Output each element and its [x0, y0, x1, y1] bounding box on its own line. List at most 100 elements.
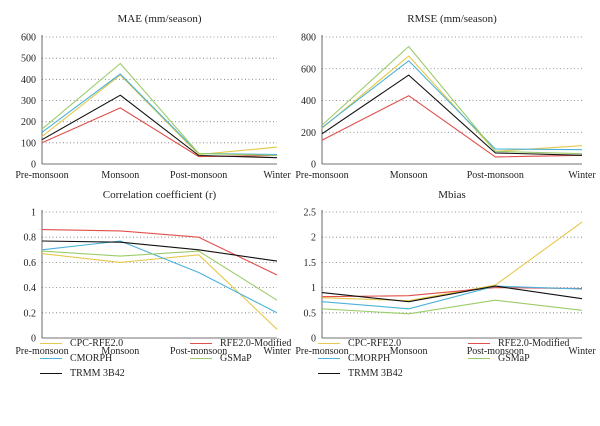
- legend-label: RFE2.0-Modified: [220, 338, 292, 349]
- legend-swatch: [190, 358, 212, 359]
- legend-label: GSMaP: [220, 353, 252, 364]
- x-tick-label: Winter: [263, 346, 291, 357]
- legend-item: GSMaP: [468, 353, 530, 364]
- y-tick-label: 300: [21, 96, 36, 107]
- chart-panel: MAE (mm/season) 0 100 200 300 400 500 600 Pre-mo…: [15, 13, 291, 181]
- series-line: [321, 285, 583, 303]
- x-tick-label: Winter: [568, 346, 596, 357]
- y-tick-label: 500: [21, 54, 36, 65]
- x-tick-label: Post-monsoon: [170, 346, 227, 357]
- y-tick-label: 100: [21, 138, 36, 149]
- legend-swatch: [40, 343, 62, 344]
- series-line: [41, 94, 278, 159]
- legend-item: CMORPH: [318, 353, 390, 364]
- series-line: [321, 45, 583, 155]
- x-tick-label: Winter: [263, 170, 291, 181]
- x-tick-label: Winter: [568, 170, 596, 181]
- y-tick-label: 1: [31, 208, 36, 219]
- y-tick-label: 0: [31, 334, 36, 345]
- legend-item: CPC-RFE2.0: [40, 338, 123, 349]
- legend-label: GSMaP: [498, 353, 530, 364]
- series-line: [41, 73, 278, 156]
- chart-panel: RMSE (mm/season) 0 200 400 600 800 Pre-monsoon…: [295, 13, 596, 181]
- legend-label: CMORPH: [348, 353, 391, 364]
- x-tick-label: Pre-monsoon: [15, 346, 68, 357]
- x-tick-label: Pre-monsoon: [295, 346, 348, 357]
- legend-item: CPC-RFE2.0: [318, 338, 401, 349]
- y-tick-label: 600: [301, 64, 316, 75]
- series-line: [321, 60, 583, 151]
- legend-swatch: [318, 358, 340, 359]
- chart-title: MAE (mm/season): [117, 13, 201, 25]
- x-tick-label: Pre-monsoon: [15, 170, 68, 181]
- x-tick-label: Monsoon: [101, 170, 139, 181]
- legend-item: TRMM 3B42: [40, 368, 125, 379]
- x-tick-label: Monsoon: [101, 346, 139, 357]
- legend-swatch: [40, 373, 62, 374]
- y-tick-label: 0.8: [24, 233, 37, 244]
- y-tick-label: 2: [311, 233, 316, 244]
- legend-label: CPC-RFE2.0: [70, 338, 124, 349]
- series-line: [41, 74, 278, 156]
- legend-label: TRMM 3B42: [70, 368, 125, 379]
- y-tick-label: 600: [21, 33, 36, 44]
- legend-swatch: [40, 358, 62, 359]
- y-tick-label: 0.5: [304, 308, 317, 319]
- series-line: [321, 287, 583, 298]
- chart-panel: Mbias 0 0.5 1 1.5 2 2.5 Pre-monsoon Monsoon Post-…: [295, 189, 596, 357]
- series-line: [321, 299, 583, 315]
- series-line: [321, 95, 583, 158]
- legend-item: RFE2.0-Modified: [190, 338, 291, 349]
- legend-swatch: [190, 343, 212, 344]
- legend-item: TRMM 3B42: [318, 368, 403, 379]
- x-tick-label: Post-monsoon: [467, 170, 524, 181]
- series-line: [41, 240, 278, 262]
- chart-panel: Correlation coefficient (r) 0 0.2 0.4 0.6 0.8…: [15, 189, 291, 357]
- series-line: [41, 253, 278, 330]
- legend-swatch: [468, 358, 490, 359]
- y-tick-label: 0: [311, 160, 316, 171]
- series-line: [41, 250, 278, 301]
- y-tick-label: 0.4: [24, 283, 37, 294]
- x-tick-label: Post-monsoon: [170, 170, 227, 181]
- legend-label: CMORPH: [70, 353, 113, 364]
- y-tick-label: 200: [301, 128, 316, 139]
- series-line: [321, 74, 583, 156]
- y-tick-label: 1.5: [304, 258, 317, 269]
- series-line: [41, 229, 278, 276]
- legend-item: CMORPH: [40, 353, 112, 364]
- y-tick-label: 0: [311, 334, 316, 345]
- y-tick-label: 200: [21, 117, 36, 128]
- x-tick-label: Pre-monsoon: [295, 170, 348, 181]
- chart-title: RMSE (mm/season): [407, 13, 497, 25]
- y-tick-label: 400: [301, 96, 316, 107]
- x-tick-label: Post-monsoon: [467, 346, 524, 357]
- legend-label: RFE2.0-Modified: [498, 338, 570, 349]
- chart-title: Mbias: [438, 189, 466, 201]
- y-tick-label: 400: [21, 75, 36, 86]
- x-tick-label: Monsoon: [390, 170, 428, 181]
- chart-title: Correlation coefficient (r): [103, 189, 217, 201]
- series-line: [41, 240, 278, 314]
- series-line: [321, 55, 583, 152]
- series-line: [41, 62, 278, 157]
- y-tick-label: 2.5: [304, 208, 317, 219]
- legend-swatch: [468, 343, 490, 344]
- legend-label: TRMM 3B42: [348, 368, 403, 379]
- legend-swatch: [318, 373, 340, 374]
- series-line: [321, 221, 583, 302]
- y-tick-label: 800: [301, 33, 316, 44]
- legend-item: RFE2.0-Modified: [468, 338, 569, 349]
- y-tick-label: 1: [311, 283, 316, 294]
- legend-label: CPC-RFE2.0: [348, 338, 402, 349]
- legend-item: GSMaP: [190, 353, 252, 364]
- x-tick-label: Monsoon: [390, 346, 428, 357]
- legend-right: CPC-RFE2.0 RFE2.0-Modified CMORPH GSMaP …: [318, 338, 578, 398]
- legend-left: CPC-RFE2.0 RFE2.0-Modified CMORPH GSMaP …: [40, 338, 300, 398]
- y-tick-label: 0.2: [24, 308, 37, 319]
- series-line: [321, 285, 583, 310]
- legend-swatch: [318, 343, 340, 344]
- y-tick-label: 0.6: [24, 258, 37, 269]
- y-tick-label: 0: [31, 160, 36, 171]
